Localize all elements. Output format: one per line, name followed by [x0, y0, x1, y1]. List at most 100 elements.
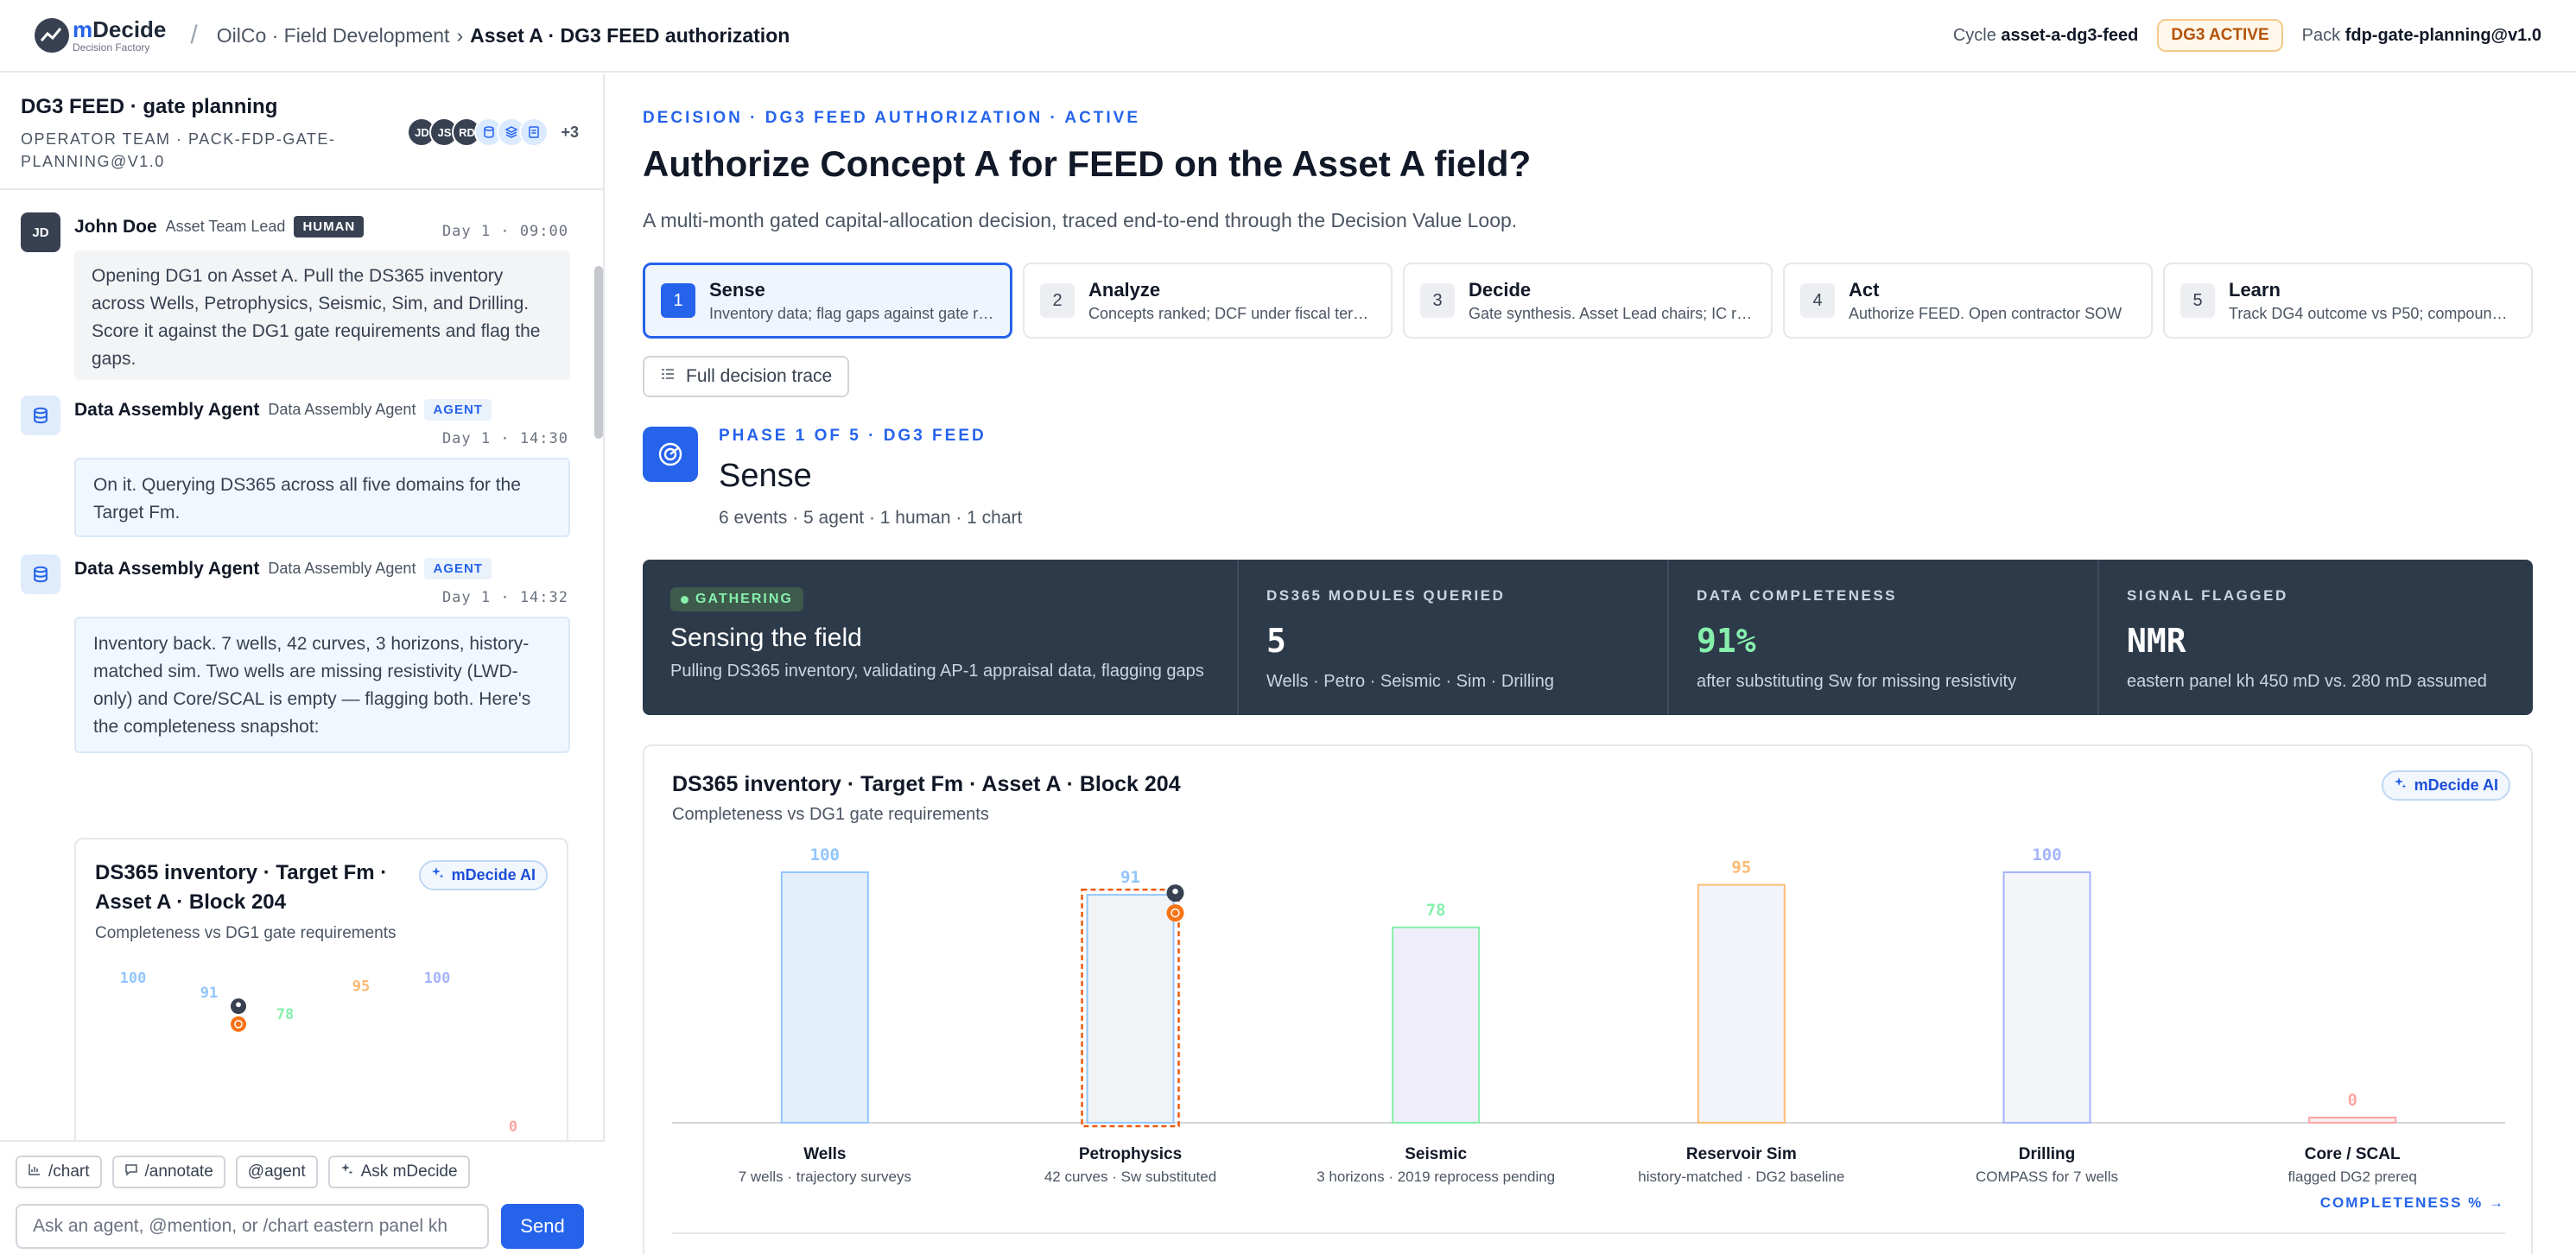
pack-info: Pack fdp-gate-planning@v1.0 — [2301, 25, 2541, 45]
bar-value-label: 100 — [120, 970, 147, 987]
scrollbar-thumb[interactable] — [594, 266, 603, 439]
comment-icon — [124, 1162, 138, 1181]
phase-tab-learn[interactable]: 5 Learn Track DG4 outcome vs P50; compoun… — [2163, 263, 2533, 339]
message-feed[interactable]: JD John Doe Asset Team Lead HUMAN Day 1 … — [0, 192, 605, 1142]
chart-bar[interactable] — [780, 871, 869, 1124]
phase-tab-sense[interactable]: 1 Sense Inventory data; flag gaps against… — [643, 263, 1012, 339]
chart-bar[interactable] — [2308, 1117, 2397, 1124]
app-logo[interactable]: mDecide Decision Factory — [35, 18, 166, 53]
message-text: Inventory back. 7 wells, 42 curves, 3 ho… — [74, 617, 570, 753]
avatar[interactable]: RD — [452, 117, 482, 147]
message-role: Asset Team Lead — [165, 218, 286, 235]
category-note: 7 wells · trajectory surveys — [739, 1168, 911, 1185]
logo-icon — [35, 18, 69, 53]
more-participants[interactable]: +3 — [561, 123, 579, 141]
category-label: Reservoir Sim — [1686, 1145, 1797, 1163]
message-input[interactable] — [16, 1204, 489, 1249]
send-button[interactable]: Send — [501, 1204, 584, 1249]
agent-document-icon[interactable] — [519, 117, 549, 147]
decision-main: DECISION · DG3 FEED AUTHORIZATION · ACTI… — [606, 74, 2576, 1254]
message-time: Day 1 · 14:30 — [441, 430, 568, 447]
agent-badge: AGENT — [424, 558, 492, 580]
bar-value-label: 91 — [200, 985, 218, 1002]
inline-chart-title: DS365 inventory · Target Fm · Asset A · … — [95, 861, 388, 914]
annotation-user-icon-head — [1172, 888, 1178, 895]
radar-icon — [643, 427, 698, 482]
message-text: Opening DG1 on Asset A. Pull the DS365 i… — [74, 250, 570, 380]
database-icon — [21, 396, 60, 435]
phase-tab-decide[interactable]: 3 Decide Gate synthesis. Asset Lead chair… — [1403, 263, 1773, 339]
bar-value-label: 0 — [2347, 1091, 2357, 1110]
message-text: On it. Querying DS365 across all five do… — [74, 458, 570, 537]
annotation-flag-icon[interactable] — [1166, 904, 1184, 922]
logo-name: mDecide — [73, 16, 167, 42]
phase-tab-analyze[interactable]: 2 Analyze Concepts ranked; DCF under fisc… — [1023, 263, 1393, 339]
bar-value-label: 100 — [424, 970, 451, 987]
category-note: history-matched · DG2 baseline — [1638, 1168, 1844, 1185]
chart-bar[interactable] — [2002, 871, 2091, 1124]
database-icon — [21, 554, 60, 594]
category-label: Core / SCAL — [2305, 1145, 2401, 1163]
message-time: Day 1 · 09:00 — [441, 223, 568, 240]
inventory-bar-chart: 100 Wells 7 wells · trajectory surveys 91 Pe… — [672, 846, 2505, 1234]
chart-title: DS365 inventory · Target Fm · Asset A · … — [672, 772, 1181, 796]
cycle-info: Cycle asset-a-dg3-feed — [1952, 25, 2139, 45]
conversation-panel: DG3 FEED · gate planning OPERATOR TEAM ·… — [0, 74, 605, 1254]
bar-value-label: 100 — [810, 846, 840, 864]
phase-eyebrow: PHASE 1 OF 5 · DG3 FEED — [719, 427, 987, 445]
bar-value-label: 95 — [352, 978, 370, 996]
message-composer: /chart /annotate @agent Ask mDecide Send — [0, 1140, 605, 1254]
category-label: Drilling — [2019, 1145, 2075, 1163]
decision-eyebrow: DECISION · DG3 FEED AUTHORIZATION · ACTI… — [643, 109, 1141, 127]
inline-chart-subtitle: Completeness vs DG1 gate requirements — [95, 924, 397, 942]
chart-bar[interactable] — [1697, 884, 1786, 1124]
chart-command-chip[interactable]: /chart — [16, 1156, 102, 1188]
message-time: Day 1 · 14:32 — [441, 589, 568, 606]
inline-chart-card[interactable]: DS365 inventory · Target Fm · Asset A · … — [74, 838, 568, 1142]
category-label: Wells — [803, 1145, 846, 1163]
bar-value-label: 91 — [1120, 868, 1140, 887]
summary-title: Sensing the field — [670, 624, 862, 652]
message-author: Data Assembly Agent — [74, 399, 260, 420]
ask-mdecide-chip[interactable]: Ask mDecide — [327, 1156, 470, 1188]
mdecide-ai-button[interactable]: mDecide AI — [2381, 770, 2510, 801]
chart-bar[interactable] — [1086, 894, 1175, 1124]
human-badge: HUMAN — [294, 216, 365, 238]
category-note: 42 curves · Sw substituted — [1044, 1168, 1216, 1185]
category-note: 3 horizons · 2019 reprocess pending — [1317, 1168, 1555, 1185]
category-label: Seismic — [1405, 1145, 1467, 1163]
phase-tab-act[interactable]: 4 Act Authorize FEED. Open contractor SOW — [1783, 263, 2153, 339]
logo-subtitle: Decision Factory — [73, 41, 150, 54]
sparkle-icon — [2394, 776, 2408, 795]
mdecide-ai-button[interactable]: mDecide AI — [418, 860, 548, 890]
message-role: Data Assembly Agent — [268, 401, 416, 418]
chart-bar[interactable] — [1392, 926, 1481, 1124]
conversation-title: DG3 FEED · gate planning — [21, 95, 278, 118]
summary-status: GATHERING Sensing the field Pulling DS36… — [643, 560, 1239, 715]
category-label: Petrophysics — [1079, 1145, 1182, 1163]
conversation-subtitle: OPERATOR TEAM · PACK-FDP-GATE-PLANNING@V… — [21, 130, 336, 170]
breadcrumb-org[interactable]: OilCo · Field Development — [216, 23, 450, 47]
breadcrumb: OilCo · Field Development › Asset A · DG… — [217, 24, 790, 48]
status-badge: DG3 ACTIVE — [2157, 19, 2283, 52]
annotation-flag-icon-mark — [234, 1020, 243, 1029]
agent-mention-chip[interactable]: @agent — [235, 1156, 318, 1188]
message-author: Data Assembly Agent — [74, 558, 260, 579]
message-role: Data Assembly Agent — [268, 560, 416, 577]
annotate-command-chip[interactable]: /annotate — [111, 1156, 225, 1188]
phase-stepper: 1 Sense Inventory data; flag gaps against… — [643, 263, 2533, 339]
annotation-flag-icon[interactable] — [231, 1016, 246, 1032]
full-trace-button[interactable]: Full decision trace — [643, 356, 850, 397]
bar-value-label: 0 — [509, 1118, 517, 1136]
category-note: COMPASS for 7 wells — [1976, 1168, 2118, 1185]
status-dot-icon — [681, 595, 688, 604]
category-note: flagged DG2 prereq — [2288, 1168, 2417, 1185]
participant-avatars[interactable]: JD JS RD +3 — [407, 117, 579, 147]
page-subtitle: A multi-month gated capital-allocation d… — [643, 209, 1518, 231]
gathering-badge: GATHERING — [670, 587, 803, 611]
chart-icon — [28, 1162, 41, 1181]
top-bar: mDecide Decision Factory / OilCo · Field… — [0, 0, 2576, 73]
bar-value-label: 78 — [1426, 901, 1446, 920]
page-title: Authorize Concept A for FEED on the Asse… — [643, 143, 1532, 184]
